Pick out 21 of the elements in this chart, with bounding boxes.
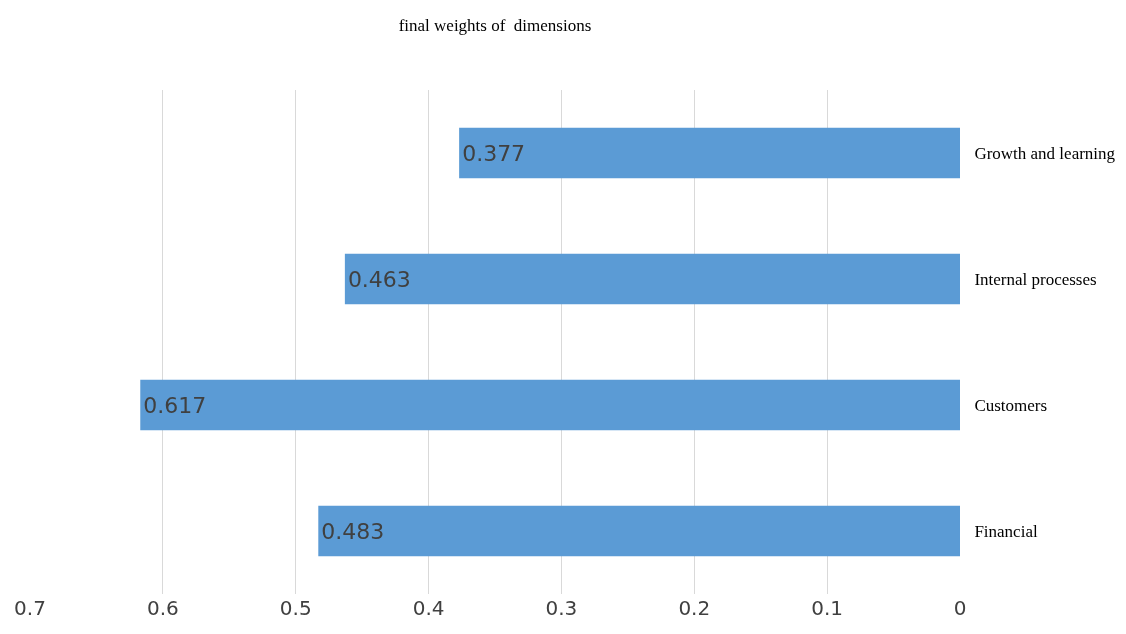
bar	[459, 127, 960, 179]
x-tick-label: 0.7	[14, 596, 46, 620]
x-tick-label: 0.6	[146, 596, 179, 620]
x-tick-label: 0.4	[412, 596, 445, 620]
data-label: 0.377	[462, 140, 526, 166]
bar	[318, 505, 960, 557]
x-tick-label: 0.2	[678, 596, 711, 620]
bar	[140, 379, 960, 431]
chart-title: final weights of dimensions	[398, 15, 592, 35]
data-label: 0.617	[143, 392, 207, 418]
x-tick-label: 0	[953, 596, 967, 620]
data-label: 0.483	[321, 518, 385, 544]
data-label: 0.463	[347, 266, 411, 292]
x-tick-label: 0.3	[545, 596, 578, 620]
y-tick-label: Customers	[974, 395, 1048, 415]
y-tick-label: Financial	[974, 521, 1038, 541]
y-tick-label: Growth and learning	[974, 143, 1116, 163]
y-tick-label: Internal processes	[974, 269, 1097, 289]
x-tick-label: 0.1	[811, 596, 844, 620]
x-tick-label: 0.5	[279, 596, 312, 620]
bar	[344, 253, 960, 305]
